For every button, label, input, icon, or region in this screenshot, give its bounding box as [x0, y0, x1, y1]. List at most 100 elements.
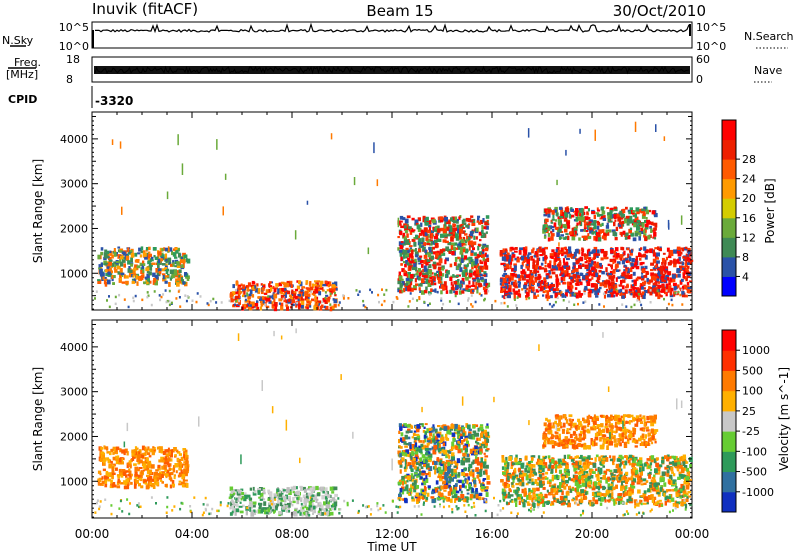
data-cell	[596, 207, 599, 211]
data-cell	[134, 252, 138, 257]
data-cell	[115, 452, 118, 455]
data-cell	[404, 452, 408, 457]
data-cell	[422, 454, 425, 459]
data-cell	[459, 258, 462, 263]
data-cell	[623, 258, 626, 261]
data-cell	[152, 484, 156, 489]
data-cell	[578, 249, 581, 255]
data-cell	[643, 234, 646, 238]
data-cell	[418, 262, 422, 265]
data-cell	[475, 440, 478, 444]
data-cell	[657, 284, 662, 288]
data-cell	[665, 283, 669, 287]
data-cell	[558, 228, 562, 233]
data-cell	[428, 466, 433, 471]
data-cell	[543, 284, 546, 287]
data-cell	[148, 246, 151, 251]
data-cell	[181, 474, 186, 478]
velocity-frame	[91, 319, 693, 519]
data-cell	[117, 246, 121, 249]
data-cell	[408, 262, 412, 266]
data-cell	[424, 431, 428, 435]
data-cell	[661, 488, 665, 493]
data-cell	[180, 481, 185, 486]
data-cell	[447, 467, 451, 472]
data-cell	[302, 486, 306, 491]
data-cell	[335, 288, 338, 291]
data-cell	[550, 231, 553, 234]
data-cell	[684, 294, 688, 298]
data-cell	[286, 306, 289, 311]
data-cell	[551, 265, 556, 270]
data-cell	[245, 510, 248, 516]
data-cell	[421, 492, 424, 498]
data-cell	[647, 209, 651, 213]
data-cell	[165, 453, 169, 458]
data-cell	[624, 258, 629, 262]
data-cell	[418, 243, 422, 247]
data-cell	[595, 253, 598, 256]
data-cell	[443, 233, 448, 238]
data-cell	[658, 469, 661, 475]
data-cell	[570, 285, 574, 289]
data-cell	[531, 478, 534, 483]
data-cell	[252, 501, 257, 505]
data-cell	[167, 246, 170, 252]
data-cell	[440, 233, 444, 238]
data-cell	[453, 468, 457, 473]
data-cell	[327, 504, 331, 510]
data-cell	[434, 239, 438, 244]
data-cell	[556, 247, 560, 251]
data-cell	[156, 481, 159, 486]
data-cell	[477, 427, 480, 432]
data-cell	[99, 458, 103, 462]
data-cell	[441, 252, 446, 256]
data-cell	[605, 229, 608, 234]
data-cell	[134, 264, 138, 269]
data-cell	[239, 510, 244, 514]
data-cell	[480, 432, 483, 438]
data-cell	[584, 300, 587, 303]
data-cell	[456, 447, 459, 450]
data-cell	[638, 224, 642, 227]
data-cell	[595, 230, 598, 233]
data-cell	[134, 469, 138, 473]
data-cell	[667, 285, 672, 290]
data-cell	[119, 141, 122, 149]
data-cell	[551, 228, 555, 233]
data-cell	[305, 282, 308, 285]
data-cell	[159, 471, 163, 475]
data-cell	[398, 430, 401, 434]
data-cell	[403, 238, 407, 243]
data-cell	[669, 260, 672, 265]
data-cell	[486, 486, 489, 489]
data-cell	[557, 254, 560, 257]
data-cell	[560, 210, 564, 215]
data-cell	[537, 270, 540, 273]
data-cell	[482, 274, 486, 277]
data-cell	[537, 273, 541, 277]
data-cell	[432, 449, 436, 454]
data-cell	[473, 480, 477, 484]
data-cell	[518, 250, 522, 255]
data-cell	[105, 272, 108, 277]
data-cell	[425, 445, 429, 448]
data-cell	[551, 305, 554, 308]
data-cell	[254, 510, 259, 513]
data-cell	[607, 219, 610, 222]
data-cell	[134, 294, 137, 298]
data-cell	[140, 485, 144, 489]
data-cell	[486, 475, 490, 480]
data-cell	[593, 263, 598, 267]
data-cell	[552, 288, 557, 291]
data-cell	[294, 493, 298, 499]
data-cell	[484, 458, 487, 464]
data-cell	[514, 269, 517, 273]
data-cell	[559, 223, 563, 229]
data-cell	[455, 236, 460, 241]
data-cell	[530, 255, 533, 261]
data-cell	[459, 486, 462, 492]
data-cell	[466, 440, 469, 444]
data-cell	[417, 438, 420, 441]
data-cell	[291, 289, 294, 295]
